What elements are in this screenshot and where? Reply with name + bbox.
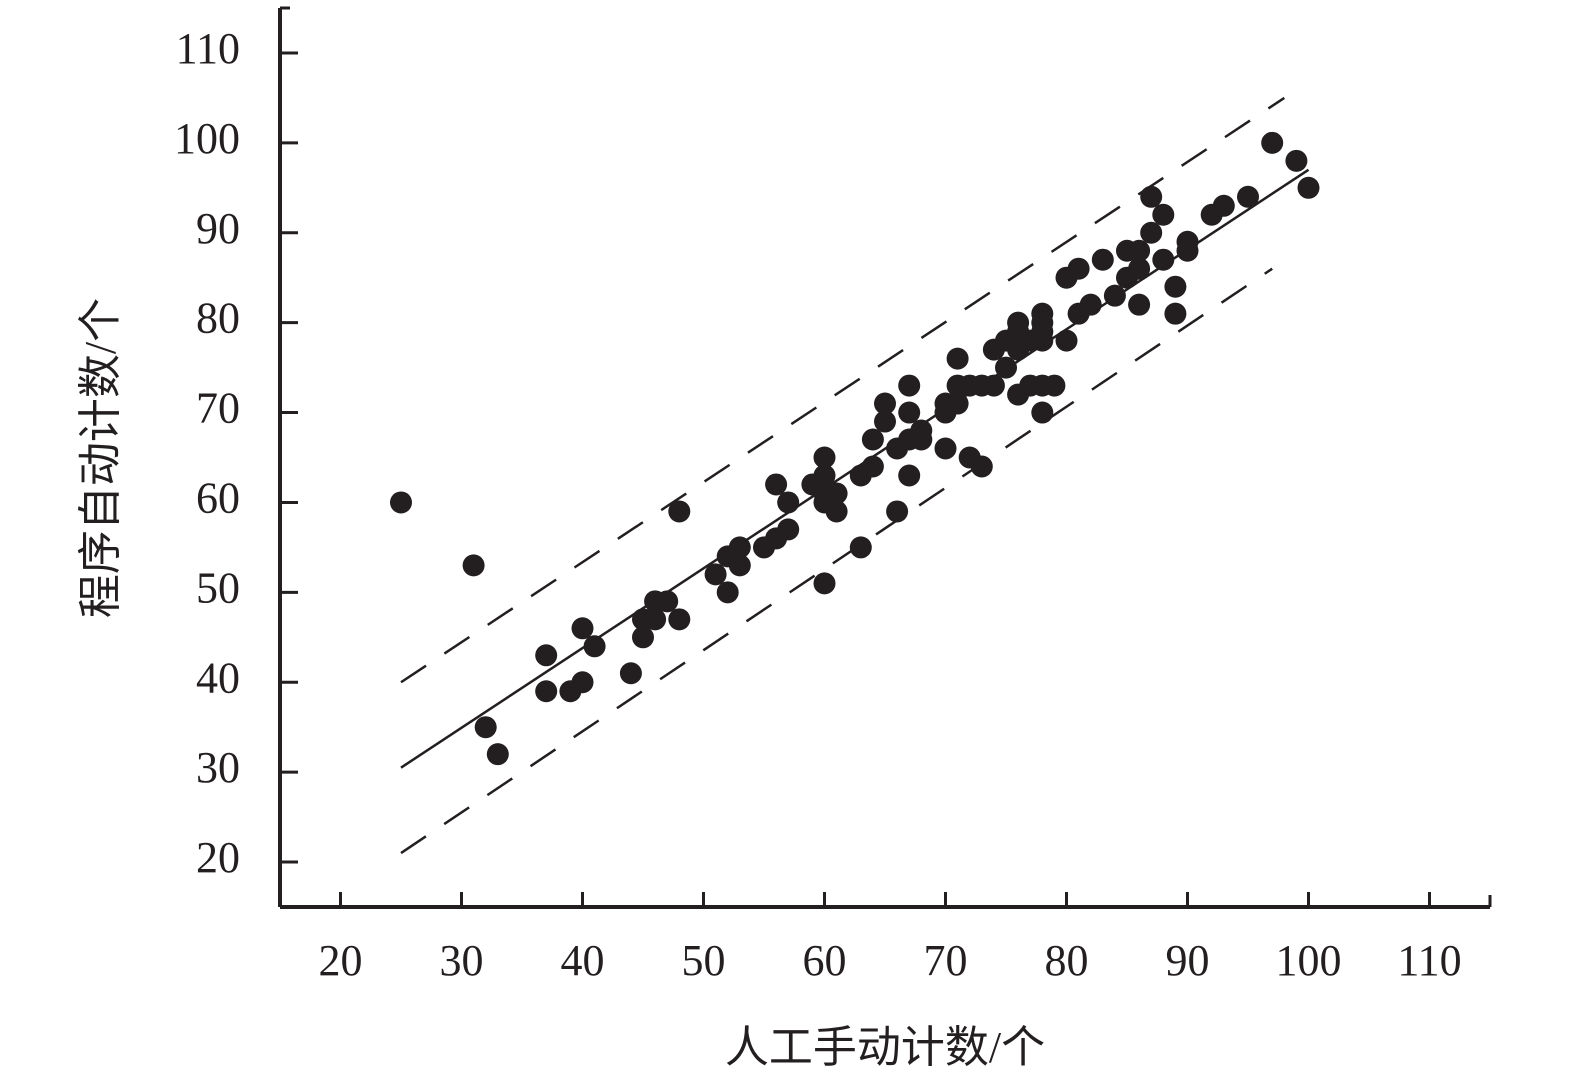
y-tick-label: 60 <box>196 474 240 523</box>
point <box>1140 221 1163 244</box>
point <box>535 644 558 667</box>
y-tick-label: 80 <box>196 294 240 343</box>
point <box>813 446 836 469</box>
point <box>813 464 836 487</box>
point <box>1128 257 1151 280</box>
lower-bound-line <box>400 267 1273 855</box>
point <box>1128 293 1151 316</box>
point <box>1128 239 1151 262</box>
point <box>765 473 788 496</box>
point <box>1043 374 1066 397</box>
y-tick-label: 100 <box>174 114 240 163</box>
point <box>716 581 739 604</box>
point <box>1031 401 1054 424</box>
point <box>1212 194 1235 217</box>
point <box>777 491 800 514</box>
point <box>644 608 667 631</box>
point <box>1285 149 1308 172</box>
point <box>934 437 957 460</box>
point <box>1103 284 1126 307</box>
x-tick-label: 60 <box>803 936 847 985</box>
y-tick-label: 40 <box>196 653 240 702</box>
y-axis-label: 程序自动计数/个 <box>76 298 125 618</box>
point <box>1140 185 1163 208</box>
point <box>970 455 993 478</box>
point <box>813 572 836 595</box>
point <box>668 608 691 631</box>
point <box>995 356 1017 379</box>
y-tick-label: 30 <box>196 743 240 792</box>
point <box>1152 248 1175 271</box>
x-tick-label: 50 <box>682 936 726 985</box>
point <box>946 392 969 415</box>
point <box>910 428 933 451</box>
y-tick-label: 20 <box>196 833 240 882</box>
point <box>474 716 497 739</box>
point <box>861 428 884 451</box>
point <box>668 500 691 523</box>
x-tick-label: 40 <box>561 936 605 985</box>
y-tick-label: 110 <box>176 24 240 73</box>
point <box>825 500 848 523</box>
point <box>1152 203 1175 226</box>
point <box>619 662 642 685</box>
upper-bound-line <box>400 96 1285 684</box>
y-tick-label: 90 <box>196 204 240 253</box>
x-tick-label: 100 <box>1276 936 1342 985</box>
point <box>728 554 751 577</box>
point <box>1261 131 1284 154</box>
point <box>1055 329 1078 352</box>
point <box>571 671 594 694</box>
x-tick-label: 70 <box>924 936 968 985</box>
x-tick-label: 110 <box>1397 936 1461 985</box>
point <box>1091 248 1114 271</box>
point <box>1176 239 1199 262</box>
point <box>728 536 751 559</box>
y-tick-label: 70 <box>196 384 240 433</box>
point <box>632 626 654 649</box>
point <box>849 536 872 559</box>
x-tick-label: 80 <box>1045 936 1089 985</box>
x-tick-label: 90 <box>1166 936 1210 985</box>
point <box>1164 275 1187 298</box>
point <box>390 491 412 514</box>
point <box>1031 329 1054 352</box>
x-tick-label: 30 <box>440 936 484 985</box>
point <box>1079 293 1102 316</box>
point <box>535 680 558 703</box>
point <box>874 392 896 415</box>
point <box>898 464 921 487</box>
point <box>704 563 727 586</box>
point <box>825 482 848 505</box>
point <box>946 347 969 370</box>
point <box>583 635 606 658</box>
point <box>656 590 679 613</box>
point <box>898 374 921 397</box>
point <box>1237 185 1259 208</box>
point <box>1297 176 1320 199</box>
x-axis-label: 人工手动计数/个 <box>725 1023 1045 1072</box>
point <box>486 743 509 766</box>
point <box>1164 302 1187 325</box>
y-tick-label: 50 <box>196 563 240 612</box>
point <box>982 374 1005 397</box>
point <box>886 500 909 523</box>
point <box>777 518 800 541</box>
point <box>874 410 896 433</box>
point <box>861 455 884 478</box>
x-tick-label: 20 <box>319 936 363 985</box>
point <box>462 554 485 577</box>
point <box>898 401 921 424</box>
point <box>571 617 594 640</box>
point <box>1067 257 1090 280</box>
